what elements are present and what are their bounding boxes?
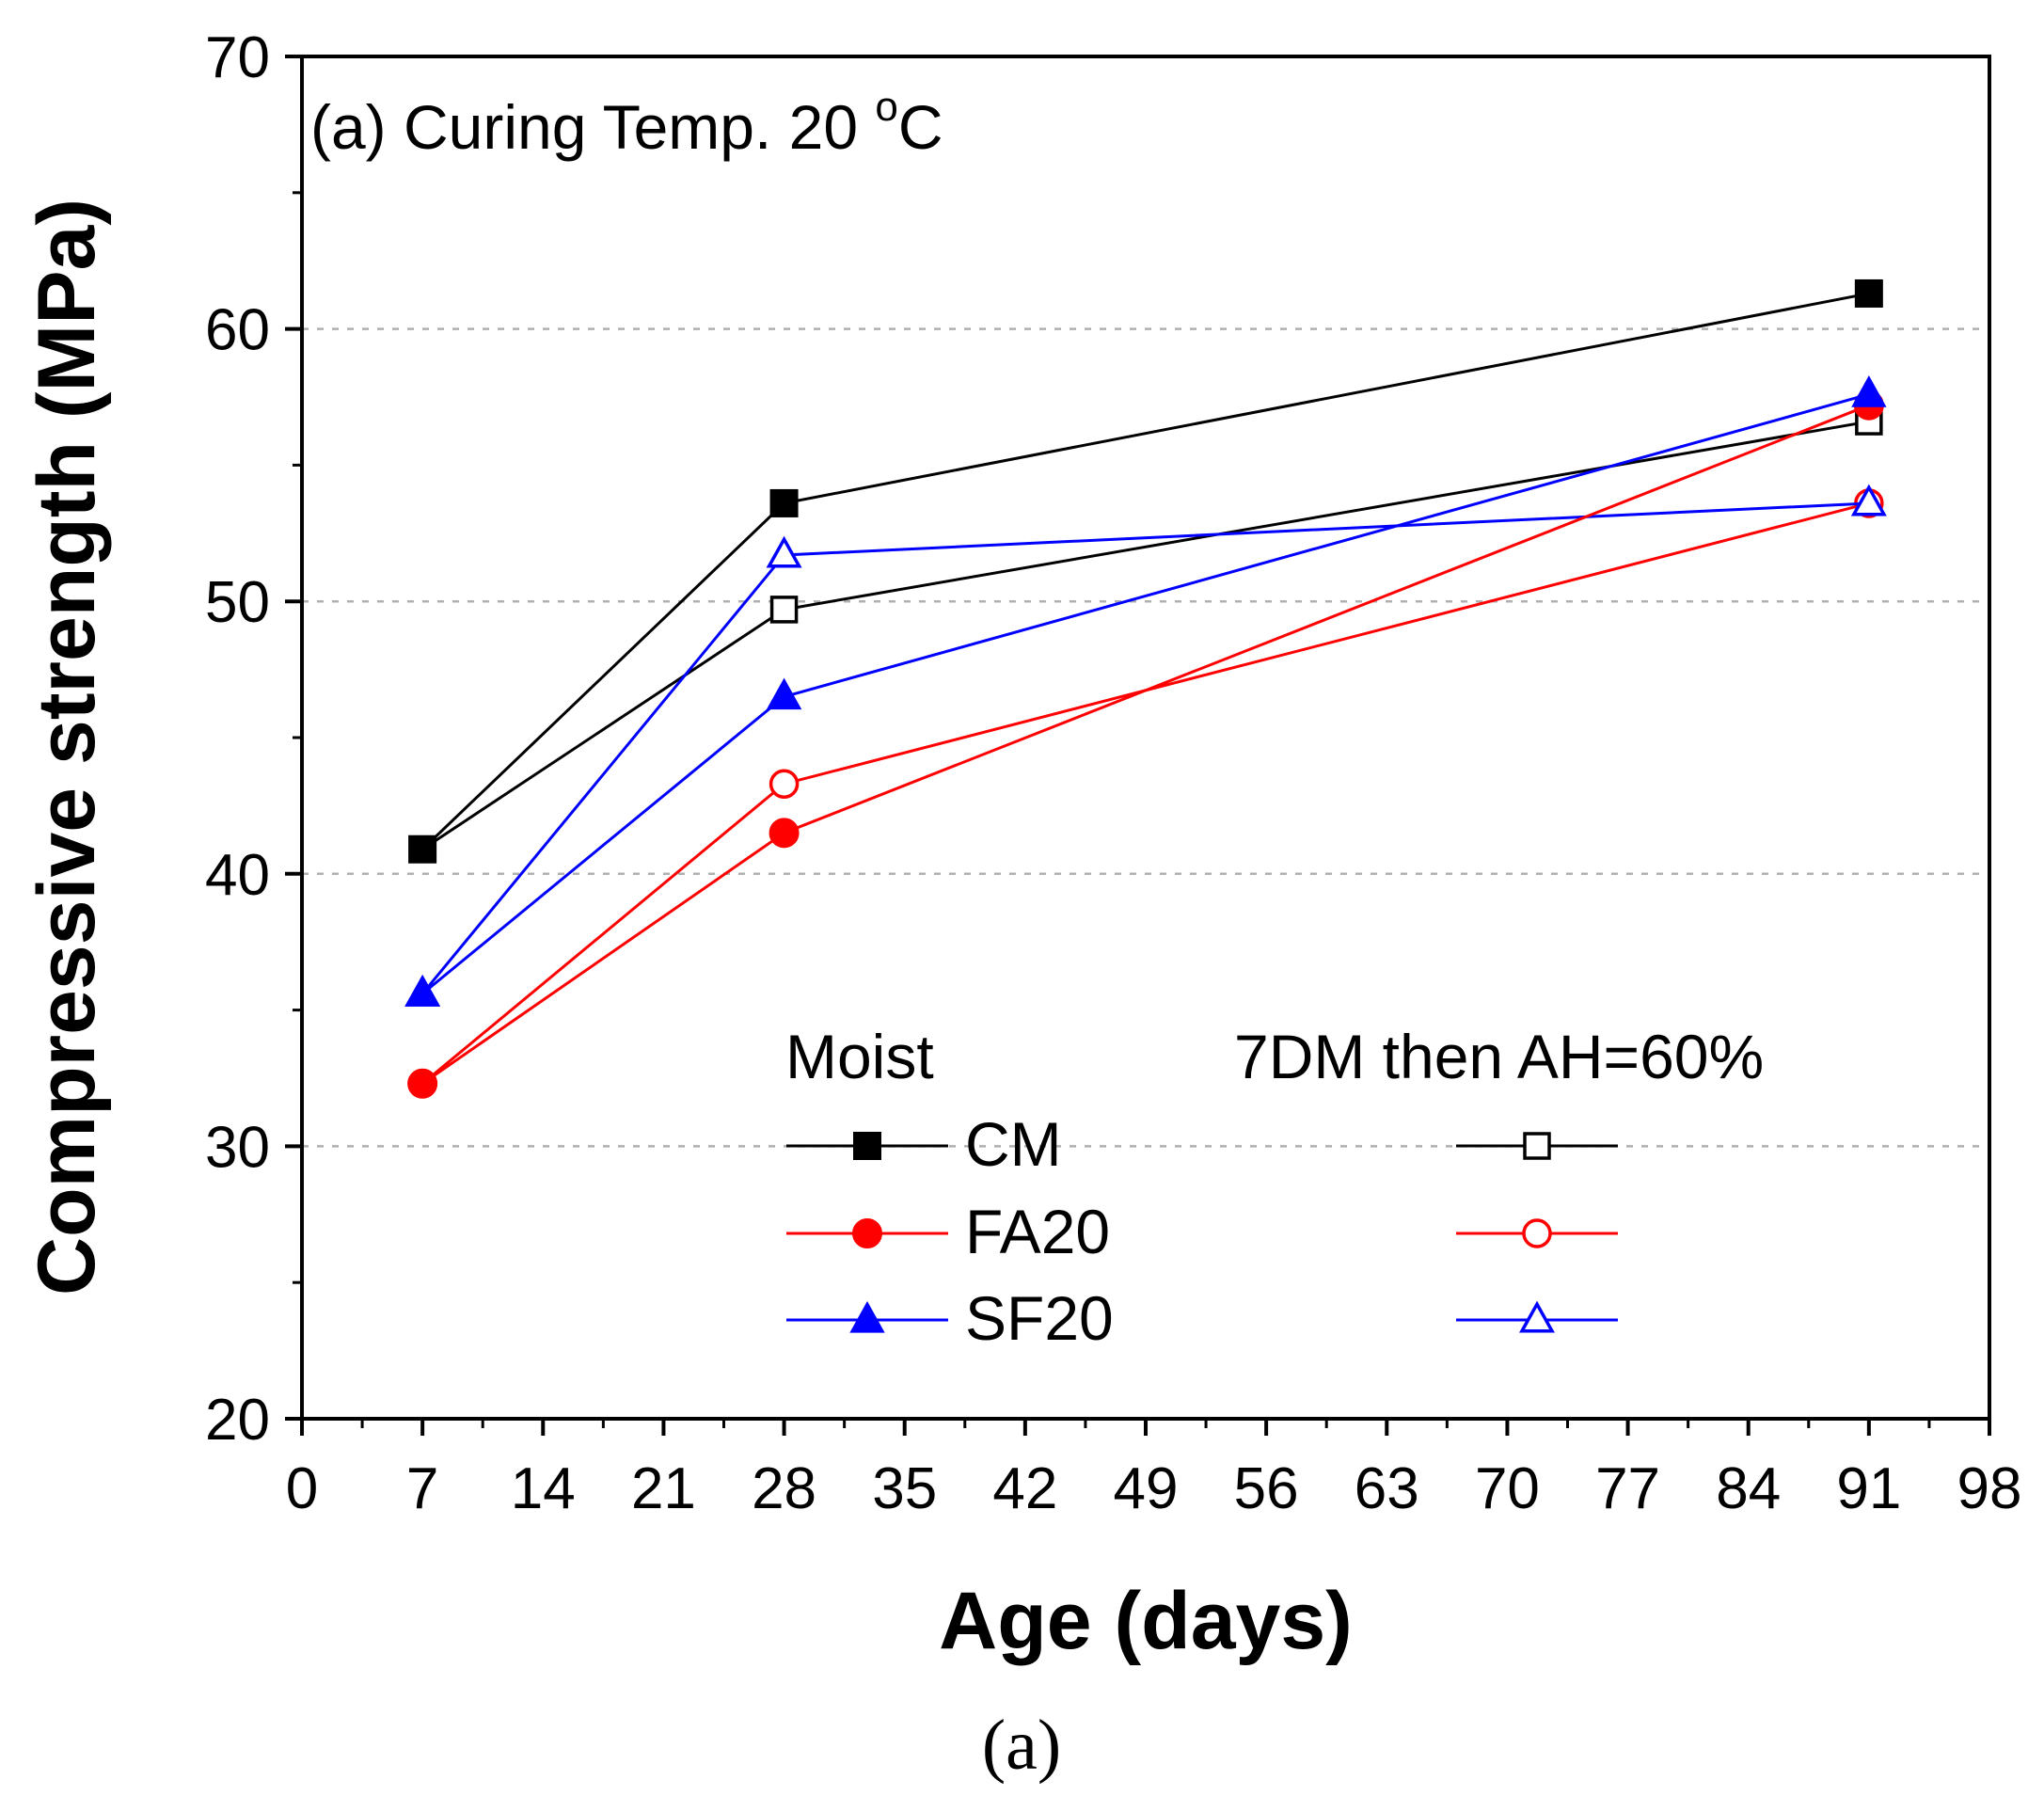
x-tick-label: 70	[1475, 1456, 1540, 1521]
x-tick-label: 42	[992, 1456, 1057, 1521]
legend-swatch-marker-fa20-moist	[852, 1218, 882, 1248]
data-point-fa20-moist	[407, 1068, 438, 1099]
series-layer	[404, 278, 1887, 1099]
x-tick-label: 0	[286, 1456, 318, 1521]
series-line-fa20-moist	[421, 404, 1870, 1086]
legend-header-7dm: 7DM then AH=60%	[1234, 1022, 1764, 1091]
data-point-cm-moist	[408, 834, 437, 864]
legend-swatch-marker-cm-moist	[853, 1132, 881, 1160]
data-point-sf20-moist	[1851, 375, 1887, 407]
series-sf20-7dm	[404, 484, 1887, 1007]
series-fa20-7dm	[407, 488, 1884, 1099]
legend-swatch-marker-fa20-7dm	[1522, 1218, 1552, 1248]
plot-frame	[300, 55, 1991, 1421]
x-axis-title: Age (days)	[939, 1576, 1353, 1666]
legend-header-moist: Moist	[785, 1022, 934, 1091]
data-point-cm-moist	[1854, 278, 1883, 308]
legend-swatch-marker-sf20-7dm	[1519, 1300, 1555, 1333]
data-point-sf20-moist	[766, 677, 802, 710]
legend: Moist 7DM then AH=60% CM FA20 SF20	[785, 1022, 1764, 1353]
series-line-fa20-7dm	[421, 501, 1870, 1085]
legend-label-fa20: FA20	[965, 1197, 1110, 1266]
x-tick-label: 56	[1234, 1456, 1299, 1521]
x-tick-label: 63	[1355, 1456, 1419, 1521]
data-point-fa20-7dm	[768, 769, 800, 799]
x-tick-label: 28	[752, 1456, 816, 1521]
figure-caption: (a)	[982, 1706, 1061, 1785]
legend-swatch-marker-sf20-moist	[849, 1300, 885, 1333]
y-tick-label: 50	[205, 570, 270, 635]
x-tick-label: 91	[1836, 1456, 1901, 1521]
y-tick-label: 30	[205, 1115, 270, 1180]
data-point-cm-7dm	[769, 596, 799, 624]
series-cm-moist	[408, 278, 1883, 864]
legend-label-cm: CM	[965, 1109, 1062, 1179]
x-tick-label: 98	[1957, 1456, 2022, 1521]
data-point-cm-moist	[769, 488, 799, 517]
legend-swatches	[786, 1132, 1618, 1333]
series-line-sf20-7dm	[420, 501, 1869, 995]
x-tick-label: 84	[1716, 1456, 1781, 1521]
x-tick-label: 7	[406, 1456, 438, 1521]
tick-layer: 0 7 14 21 28 35 42 49 56 63 70 77 84 91 98 20 30 40 50 60 70	[205, 25, 2021, 1521]
y-tick-label: 60	[205, 298, 270, 363]
y-tick-label: 20	[205, 1388, 270, 1453]
data-point-fa20-moist	[768, 818, 800, 849]
series-sf20-moist	[404, 375, 1887, 1007]
data-point-sf20-7dm	[766, 535, 802, 568]
data-point-sf20-7dm	[1850, 484, 1887, 517]
y-tick-label: 40	[205, 843, 270, 908]
legend-swatch-marker-cm-7dm	[1523, 1132, 1551, 1160]
grid-layer	[302, 327, 1989, 1148]
y-axis-title: Compressive strength (MPa)	[22, 199, 112, 1295]
y-tick-label: 70	[205, 25, 270, 90]
legend-label-sf20: SF20	[965, 1283, 1114, 1353]
series-cm-7dm	[408, 407, 1883, 864]
series-line-cm-7dm	[421, 420, 1870, 850]
chart-annotation: (a) Curing Temp. 20 oC	[310, 84, 943, 162]
x-tick-label: 49	[1114, 1456, 1179, 1521]
data-point-sf20-moist	[404, 975, 440, 1007]
x-tick-label: 14	[511, 1456, 576, 1521]
x-tick-label: 35	[872, 1456, 937, 1521]
series-line-cm-moist	[421, 292, 1870, 850]
x-tick-label: 77	[1595, 1456, 1660, 1521]
x-tick-label: 21	[631, 1456, 696, 1521]
